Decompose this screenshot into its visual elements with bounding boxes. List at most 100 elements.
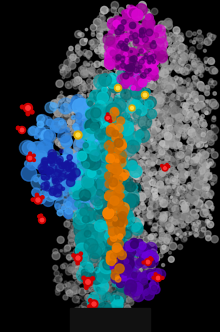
Circle shape xyxy=(73,152,83,162)
Circle shape xyxy=(178,53,181,55)
Circle shape xyxy=(88,136,98,147)
Circle shape xyxy=(190,170,194,174)
Circle shape xyxy=(86,146,101,160)
Circle shape xyxy=(188,200,194,207)
Circle shape xyxy=(90,251,97,258)
Circle shape xyxy=(123,245,130,252)
Circle shape xyxy=(113,248,117,253)
Circle shape xyxy=(129,213,135,219)
Circle shape xyxy=(150,233,155,239)
Circle shape xyxy=(189,53,194,58)
Circle shape xyxy=(134,62,142,69)
Circle shape xyxy=(115,60,125,70)
Circle shape xyxy=(148,111,152,115)
Circle shape xyxy=(193,97,198,101)
Circle shape xyxy=(146,259,155,268)
Circle shape xyxy=(114,122,123,131)
Circle shape xyxy=(120,214,126,220)
Circle shape xyxy=(207,100,211,104)
Circle shape xyxy=(90,273,102,284)
Circle shape xyxy=(92,293,98,298)
Circle shape xyxy=(109,62,112,65)
Circle shape xyxy=(82,276,86,280)
Circle shape xyxy=(81,179,87,185)
Circle shape xyxy=(135,28,145,38)
Circle shape xyxy=(176,114,181,118)
Circle shape xyxy=(68,172,71,175)
Circle shape xyxy=(111,7,117,13)
Circle shape xyxy=(148,58,153,63)
Circle shape xyxy=(108,201,113,205)
Circle shape xyxy=(123,73,129,79)
Circle shape xyxy=(165,131,173,138)
Circle shape xyxy=(109,197,116,204)
Circle shape xyxy=(155,107,160,112)
Circle shape xyxy=(104,167,108,171)
Circle shape xyxy=(161,171,165,175)
Circle shape xyxy=(130,241,138,248)
Circle shape xyxy=(115,159,119,163)
Circle shape xyxy=(159,231,164,236)
Circle shape xyxy=(132,272,137,278)
Circle shape xyxy=(146,68,150,72)
Circle shape xyxy=(104,58,115,69)
Circle shape xyxy=(145,14,151,20)
Circle shape xyxy=(119,40,126,46)
Circle shape xyxy=(119,170,125,176)
Circle shape xyxy=(63,148,73,158)
Circle shape xyxy=(62,164,66,168)
Circle shape xyxy=(179,214,185,221)
Circle shape xyxy=(139,1,146,9)
Circle shape xyxy=(125,65,129,69)
Circle shape xyxy=(122,10,127,15)
Circle shape xyxy=(106,85,112,90)
Circle shape xyxy=(79,225,81,228)
Circle shape xyxy=(165,126,170,131)
Circle shape xyxy=(132,33,138,38)
Circle shape xyxy=(129,77,135,83)
Circle shape xyxy=(181,184,187,191)
Circle shape xyxy=(104,124,110,130)
Circle shape xyxy=(176,92,181,97)
Circle shape xyxy=(97,278,105,286)
Circle shape xyxy=(113,108,126,121)
Circle shape xyxy=(133,195,138,201)
Circle shape xyxy=(56,80,63,87)
Circle shape xyxy=(87,208,95,215)
Circle shape xyxy=(96,282,103,289)
Circle shape xyxy=(143,129,150,135)
Circle shape xyxy=(170,229,172,232)
Circle shape xyxy=(141,283,144,286)
Circle shape xyxy=(136,263,142,269)
Circle shape xyxy=(156,225,162,232)
Circle shape xyxy=(120,179,125,183)
Circle shape xyxy=(113,40,116,44)
Circle shape xyxy=(98,202,110,214)
Circle shape xyxy=(66,126,69,128)
Circle shape xyxy=(161,213,167,220)
Circle shape xyxy=(138,210,141,213)
Circle shape xyxy=(90,67,95,72)
Circle shape xyxy=(142,69,148,76)
Circle shape xyxy=(99,100,102,103)
Circle shape xyxy=(93,252,98,257)
Circle shape xyxy=(51,133,53,136)
Circle shape xyxy=(98,77,107,86)
Circle shape xyxy=(108,164,113,169)
Circle shape xyxy=(146,77,151,82)
Circle shape xyxy=(80,172,87,179)
Circle shape xyxy=(102,283,110,291)
Circle shape xyxy=(111,142,115,146)
Circle shape xyxy=(209,66,216,74)
Circle shape xyxy=(154,273,157,276)
Circle shape xyxy=(103,133,110,141)
Circle shape xyxy=(111,56,116,61)
Circle shape xyxy=(207,190,214,197)
Circle shape xyxy=(103,125,106,128)
Circle shape xyxy=(105,115,111,121)
Circle shape xyxy=(76,131,84,139)
Circle shape xyxy=(20,128,24,132)
Circle shape xyxy=(37,121,44,127)
Circle shape xyxy=(113,166,121,175)
Circle shape xyxy=(60,114,63,117)
